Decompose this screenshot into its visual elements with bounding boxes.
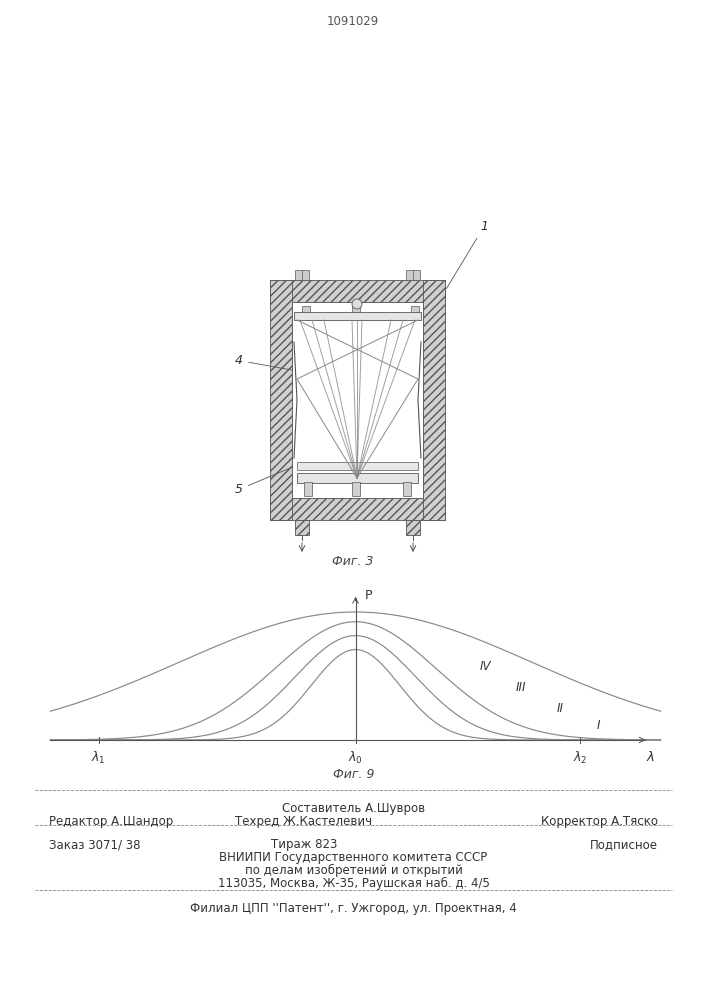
Text: Тираж 823: Тираж 823 xyxy=(271,838,337,851)
Bar xyxy=(270,280,445,302)
Bar xyxy=(270,280,292,520)
Text: $\lambda$: $\lambda$ xyxy=(646,750,655,764)
Text: 113035, Москва, Ж-35, Раушская наб. д. 4/5: 113035, Москва, Ж-35, Раушская наб. д. 4… xyxy=(218,877,489,890)
Text: ВНИИПИ Государственного комитета СССР: ВНИИПИ Государственного комитета СССР xyxy=(219,851,488,864)
Text: 4: 4 xyxy=(235,354,292,370)
Bar xyxy=(406,270,420,280)
Text: $\lambda_1$: $\lambda_1$ xyxy=(91,750,106,766)
Bar xyxy=(352,482,360,496)
Bar xyxy=(406,520,420,535)
Text: $\lambda_0$: $\lambda_0$ xyxy=(348,750,363,766)
Text: Филиал ЦПП ''Патент'', г. Ужгород, ул. Проектная, 4: Филиал ЦПП ''Патент'', г. Ужгород, ул. П… xyxy=(190,902,517,915)
Text: Редактор А.Шандор: Редактор А.Шандор xyxy=(49,815,174,828)
Bar xyxy=(302,306,310,312)
Text: Подписное: Подписное xyxy=(590,838,658,851)
Bar xyxy=(304,482,312,496)
Bar xyxy=(292,302,423,498)
Text: 1091029: 1091029 xyxy=(327,15,379,28)
Text: Заказ 3071/ 38: Заказ 3071/ 38 xyxy=(49,838,141,851)
Bar xyxy=(297,473,418,483)
Bar xyxy=(411,306,419,312)
Text: Составитель А.Шувров: Составитель А.Шувров xyxy=(282,802,425,815)
Text: Фиг. 9: Фиг. 9 xyxy=(333,768,374,781)
Text: P: P xyxy=(365,589,373,602)
Text: по делам изобретений и открытий: по делам изобретений и открытий xyxy=(245,864,462,877)
Text: Техред Ж.Кастелевич: Техред Ж.Кастелевич xyxy=(235,815,373,828)
Text: IV: IV xyxy=(480,660,491,673)
Text: Фиг. 3: Фиг. 3 xyxy=(332,555,374,568)
Bar xyxy=(297,462,418,470)
Text: $\lambda_2$: $\lambda_2$ xyxy=(573,750,588,766)
Bar xyxy=(295,520,309,535)
Text: 1: 1 xyxy=(446,220,488,289)
Bar xyxy=(352,306,360,312)
Bar xyxy=(295,270,309,280)
Bar xyxy=(403,482,411,496)
Bar xyxy=(294,312,421,320)
Text: 5: 5 xyxy=(235,467,293,496)
Text: Корректор А.Тяско: Корректор А.Тяско xyxy=(541,815,658,828)
Bar xyxy=(423,280,445,520)
Text: I: I xyxy=(596,719,600,732)
Bar xyxy=(270,498,445,520)
Text: II: II xyxy=(556,702,563,715)
Text: III: III xyxy=(516,681,527,694)
Circle shape xyxy=(352,299,362,309)
